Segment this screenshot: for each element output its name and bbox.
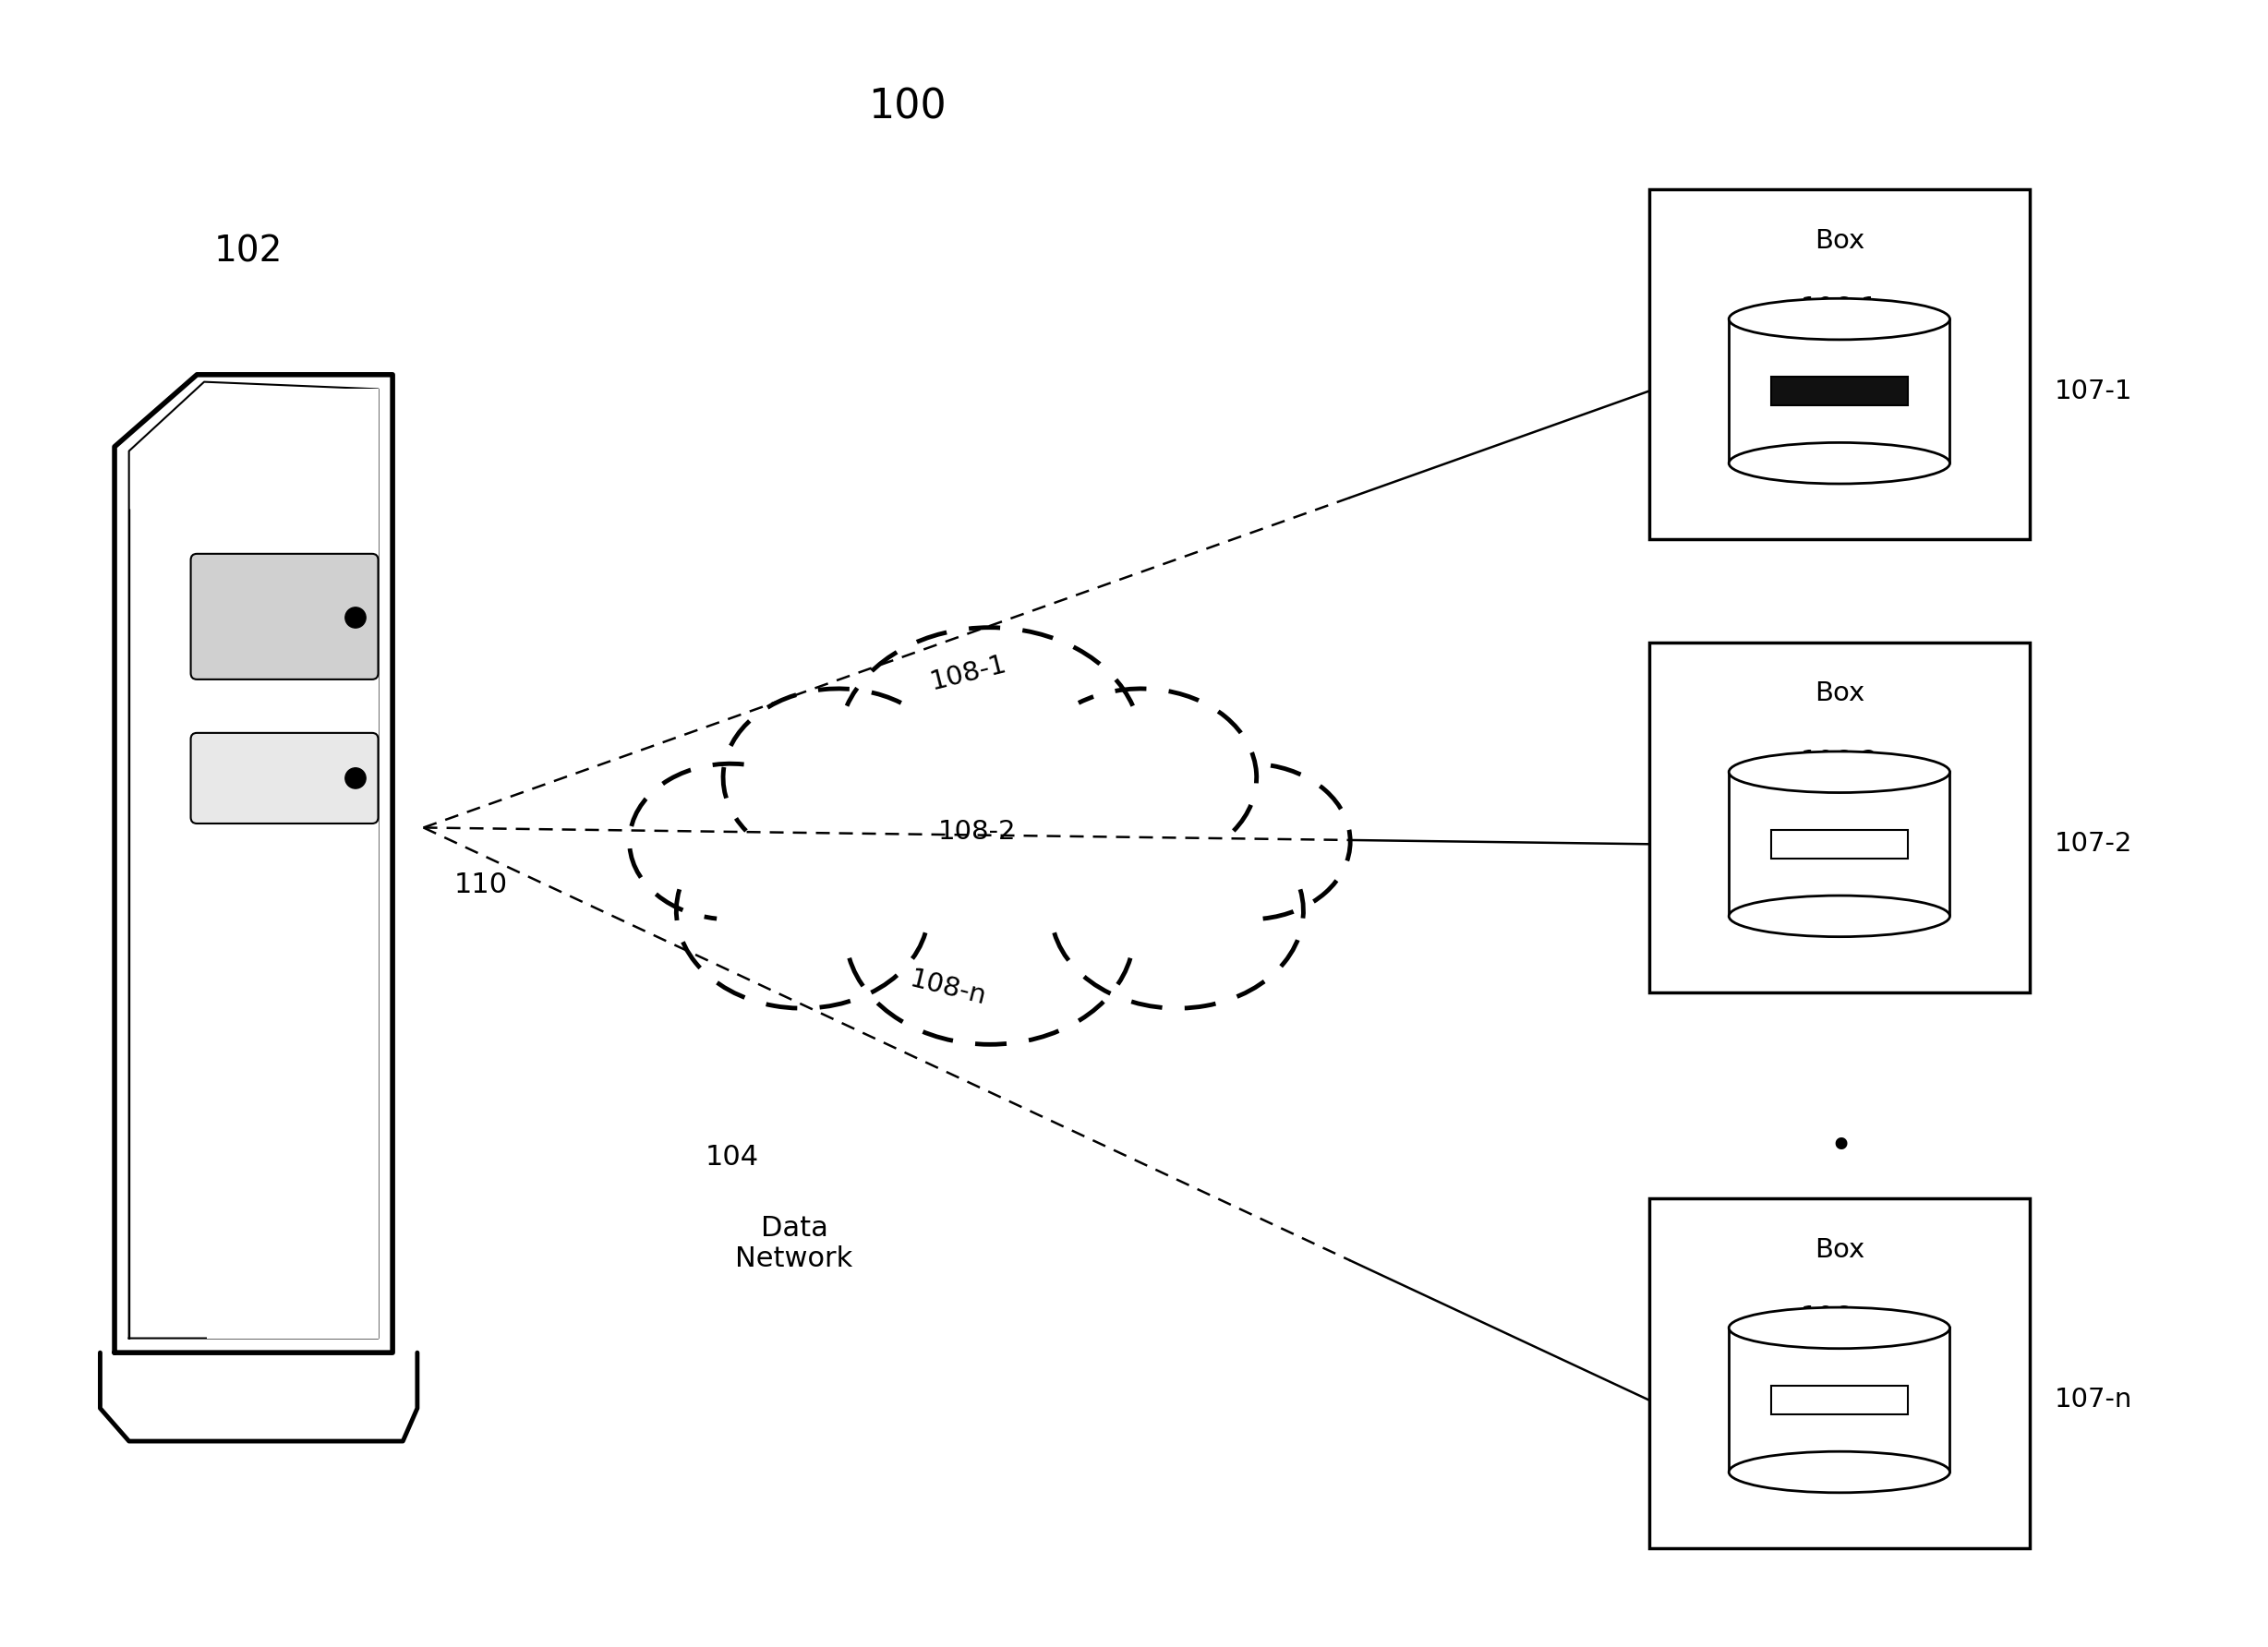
FancyBboxPatch shape bbox=[1771, 830, 1907, 858]
FancyBboxPatch shape bbox=[1771, 377, 1907, 405]
Polygon shape bbox=[1649, 642, 2030, 993]
Text: 108-n: 108-n bbox=[907, 967, 989, 1010]
Circle shape bbox=[345, 608, 365, 628]
Text: 106-n: 106-n bbox=[1801, 1304, 1878, 1331]
Ellipse shape bbox=[1728, 298, 1950, 339]
Text: 107-1: 107-1 bbox=[2055, 379, 2132, 404]
Text: 106-1: 106-1 bbox=[1801, 296, 1878, 321]
Text: 102: 102 bbox=[213, 234, 284, 268]
Text: •: • bbox=[1828, 1199, 1853, 1239]
Text: 100: 100 bbox=[869, 87, 946, 127]
Ellipse shape bbox=[1728, 1308, 1950, 1349]
Circle shape bbox=[345, 768, 365, 789]
Text: 107-2: 107-2 bbox=[2055, 832, 2132, 856]
Polygon shape bbox=[100, 1352, 417, 1441]
Ellipse shape bbox=[1728, 443, 1950, 484]
FancyBboxPatch shape bbox=[191, 553, 379, 679]
Text: 108-2: 108-2 bbox=[939, 819, 1016, 845]
Polygon shape bbox=[1728, 320, 1950, 463]
Ellipse shape bbox=[1728, 896, 1950, 937]
Text: Box: Box bbox=[1814, 680, 1864, 707]
Text: 110: 110 bbox=[454, 871, 508, 899]
Polygon shape bbox=[206, 389, 379, 1339]
Text: 107-n: 107-n bbox=[2055, 1387, 2132, 1413]
FancyBboxPatch shape bbox=[1771, 1385, 1907, 1415]
Text: 108-1: 108-1 bbox=[928, 651, 1009, 695]
Ellipse shape bbox=[1728, 751, 1950, 792]
Polygon shape bbox=[116, 374, 392, 1352]
Text: Box: Box bbox=[1814, 1237, 1864, 1263]
Ellipse shape bbox=[1728, 1451, 1950, 1492]
Text: Data
Network: Data Network bbox=[735, 1214, 853, 1273]
Text: Box: Box bbox=[1814, 227, 1864, 254]
Text: 104: 104 bbox=[705, 1143, 760, 1171]
FancyBboxPatch shape bbox=[191, 733, 379, 824]
Text: •: • bbox=[1828, 1127, 1853, 1166]
Text: 106-2: 106-2 bbox=[1801, 749, 1878, 774]
Polygon shape bbox=[1649, 189, 2030, 539]
Polygon shape bbox=[1728, 772, 1950, 916]
Polygon shape bbox=[1649, 1199, 2030, 1548]
Polygon shape bbox=[1728, 1327, 1950, 1472]
